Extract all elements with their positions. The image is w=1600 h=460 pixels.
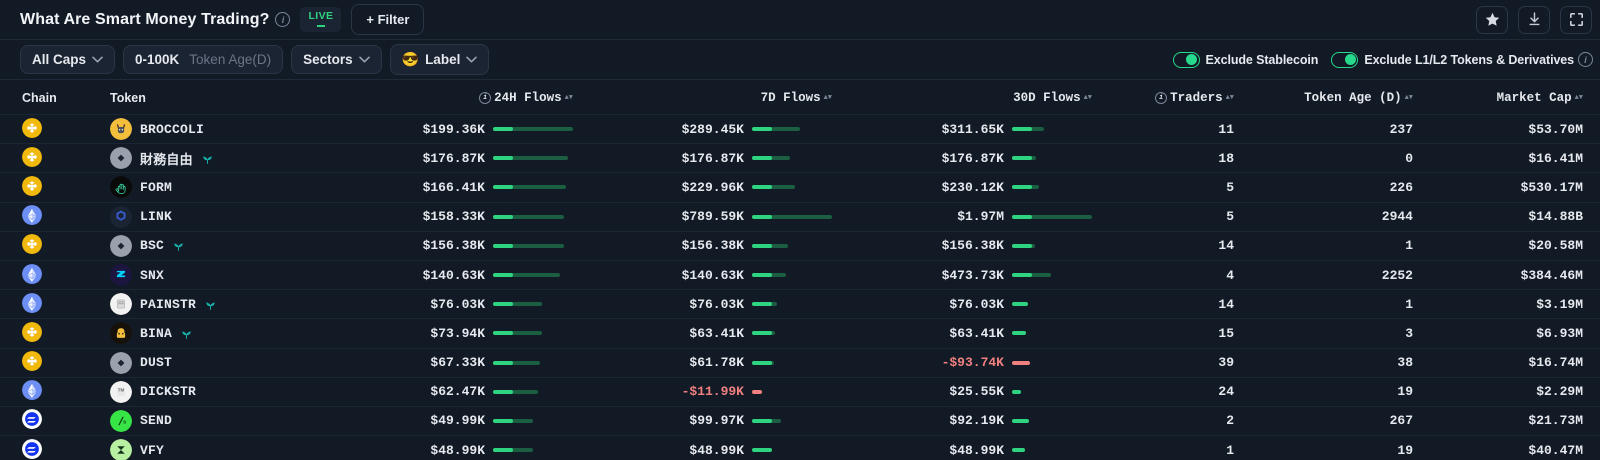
svg-text:TM: TM bbox=[118, 387, 125, 392]
svg-text:s: s bbox=[123, 419, 126, 425]
